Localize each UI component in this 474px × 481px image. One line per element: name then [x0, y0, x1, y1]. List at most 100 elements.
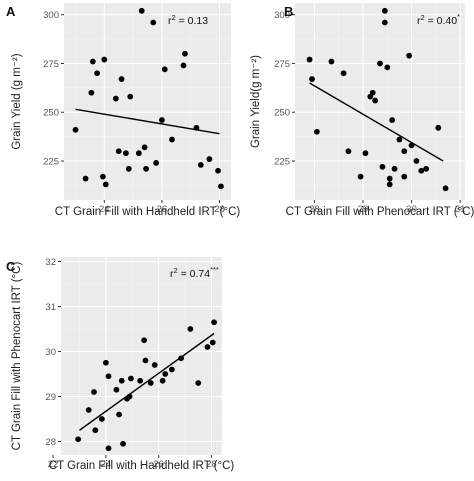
data-point [423, 165, 430, 172]
r-squared-annotation: r2 = 0.74*** [170, 265, 219, 280]
annotation-value: = 0.40 [425, 15, 458, 27]
annotation-superscript: 2 [172, 13, 176, 22]
data-point [142, 357, 149, 364]
r-squared-annotation: r2 = 0.13 [168, 13, 208, 27]
data-point [401, 148, 408, 155]
data-point [75, 436, 82, 443]
data-point [168, 366, 175, 373]
data-point [381, 7, 388, 14]
y-tick-label: 300 [43, 10, 59, 21]
y-tick-label: 32 [45, 257, 56, 268]
x-axis-title: CT Grain Fill with Handheld IRT (°C) [55, 206, 241, 218]
data-point [379, 163, 386, 170]
data-point [153, 160, 160, 166]
annotation-value: = 0.13 [176, 15, 209, 27]
data-point [372, 97, 379, 104]
data-point [418, 167, 425, 174]
data-point [357, 173, 364, 180]
x-tick-label: 31 [455, 204, 466, 215]
data-point [182, 50, 188, 57]
annotation-significance: *** [210, 265, 219, 274]
data-point [328, 58, 335, 65]
y-axis-title: CT Grain Fill with Phenocart IRT (°C) [11, 262, 23, 451]
annotation-superscript: 2 [421, 13, 425, 22]
y-tick-label: 250 [43, 108, 59, 119]
data-point [115, 148, 122, 155]
data-point [118, 76, 125, 82]
panel-b: 28 29 30 31 225 250 275 300 CT Grain Fill with P… [250, 3, 474, 218]
data-point [85, 407, 92, 413]
data-point [138, 7, 145, 14]
data-point [206, 156, 213, 162]
data-point [143, 165, 149, 172]
data-point [82, 175, 89, 182]
data-point [386, 175, 393, 182]
data-point [127, 93, 134, 100]
data-point [126, 393, 133, 400]
data-point [141, 337, 148, 344]
y-tick-label: 275 [274, 59, 290, 70]
annotation-base: r [170, 268, 174, 280]
data-point [159, 377, 166, 384]
annotation-superscript: 2 [174, 266, 178, 275]
panel-letter: C [6, 259, 16, 274]
data-point [118, 377, 125, 384]
panel-letter: A [6, 4, 16, 19]
x-axis-title: CT Grain Fill with Handheld IRT (°C) [49, 460, 235, 472]
data-point [391, 165, 398, 172]
data-point [112, 95, 119, 102]
panel-letter: B [284, 4, 293, 19]
data-point [406, 52, 413, 59]
data-point [161, 66, 168, 73]
data-point [195, 380, 202, 386]
plot-background [61, 257, 222, 455]
data-point [377, 60, 383, 67]
data-point [102, 181, 109, 188]
y-tick-label: 275 [43, 59, 59, 70]
y-tick-label: 31 [45, 302, 56, 313]
data-point [125, 165, 132, 172]
data-point [306, 56, 313, 63]
x-tick-label: 22 [48, 459, 59, 470]
data-point [204, 344, 211, 350]
data-point [180, 62, 187, 69]
y-tick-label: 29 [45, 392, 56, 403]
x-tick-label: 24 [101, 459, 112, 470]
data-point [401, 173, 408, 180]
data-point [116, 411, 122, 418]
data-point [147, 380, 154, 386]
data-point [340, 70, 347, 77]
x-tick-label: 28 [309, 204, 320, 215]
data-point [101, 56, 108, 63]
annotation-base: r [168, 15, 172, 27]
annotation-base: r [417, 15, 421, 27]
data-point [89, 58, 96, 65]
plot-background [295, 3, 465, 200]
x-tick-label: 28 [214, 204, 225, 215]
data-point [193, 124, 200, 131]
x-tick-label: 24 [99, 204, 110, 215]
data-point [209, 339, 216, 346]
data-point [369, 89, 376, 96]
annotation-value: = 0.74 [178, 268, 211, 280]
data-point [389, 117, 396, 123]
data-point [197, 161, 204, 168]
data-point [396, 136, 403, 143]
data-point [442, 185, 449, 192]
data-point [162, 371, 169, 377]
panel-c: 22 24 26 28 28 29 30 31 32 CT Grain Fill with Han… [6, 257, 234, 472]
data-point [113, 386, 120, 393]
data-point [88, 89, 95, 96]
data-point [211, 319, 217, 326]
data-point [187, 326, 194, 332]
x-axis-title: CT Grain Fill with Phenocart IRT (°C) [286, 206, 474, 218]
data-point [141, 144, 148, 151]
data-point [384, 64, 391, 71]
data-point [218, 183, 224, 190]
data-point [150, 19, 157, 26]
x-tick-label: 26 [153, 459, 164, 470]
data-point [413, 158, 420, 164]
data-point [94, 70, 101, 77]
x-tick-label: 26 [157, 204, 168, 215]
data-point [91, 389, 97, 395]
